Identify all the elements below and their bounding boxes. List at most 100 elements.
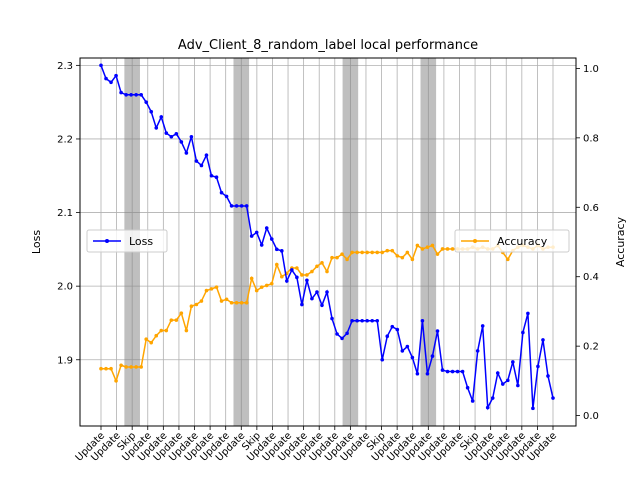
loss-point (149, 109, 154, 114)
loss-point (375, 318, 380, 323)
accuracy-point (420, 247, 425, 251)
loss-point (169, 134, 174, 139)
loss-point (521, 330, 525, 335)
accuracy-point (390, 248, 395, 253)
left-axis-ticks: 1.9 2.0 2.1 2.2 2.3 (57, 61, 80, 366)
loss-point (280, 249, 284, 253)
right-tick-label: 0.0 (583, 411, 599, 422)
loss-point (355, 318, 359, 323)
loss-point (209, 173, 214, 178)
accuracy-point (335, 255, 339, 260)
accuracy-point (435, 252, 440, 256)
accuracy-point (365, 250, 369, 255)
accuracy-point (249, 276, 254, 281)
loss-point (214, 175, 219, 180)
loss-point (380, 357, 385, 362)
loss-legend-marker (105, 239, 109, 243)
accuracy-point (445, 247, 450, 251)
loss-point (516, 383, 520, 388)
loss-point (420, 318, 425, 323)
accuracy-point (224, 297, 229, 302)
loss-point (104, 76, 108, 81)
accuracy-point (129, 365, 133, 369)
accuracy-point (159, 328, 164, 333)
loss-point (480, 324, 485, 328)
loss-point (139, 93, 143, 97)
accuracy-point (189, 304, 194, 309)
loss-legend-label: Loss (129, 235, 153, 248)
accuracy-point (340, 252, 344, 256)
left-tick-label: 2.3 (57, 61, 73, 72)
accuracy-point (154, 333, 159, 338)
loss-point (450, 369, 455, 374)
accuracy-point (194, 302, 199, 307)
loss-point (310, 296, 314, 301)
accuracy-legend-marker (473, 239, 477, 243)
accuracy-point (179, 311, 184, 315)
accuracy-point (274, 262, 279, 267)
loss-point (485, 405, 490, 410)
loss-point (164, 131, 169, 135)
loss-point (490, 396, 495, 400)
loss-point (320, 303, 324, 308)
accuracy-point (144, 337, 148, 342)
loss-point (350, 318, 354, 323)
loss-point (370, 318, 375, 323)
loss-point (541, 338, 545, 342)
right-tick-label: 1.0 (583, 64, 599, 75)
accuracy-point (355, 250, 359, 255)
left-tick-label: 2.1 (57, 208, 73, 219)
right-tick-label: 0.2 (583, 342, 599, 353)
accuracy-point (114, 379, 118, 383)
accuracy-point (450, 247, 455, 251)
loss-point (254, 230, 259, 235)
loss-point (204, 153, 209, 157)
accuracy-point (300, 273, 304, 277)
accuracy-point (315, 264, 319, 269)
loss-point (365, 318, 369, 323)
skip-band (342, 58, 359, 426)
accuracy-point (264, 283, 269, 288)
chart-title: Adv_Client_8_random_label local performa… (178, 38, 478, 53)
loss-point (360, 318, 364, 323)
loss-point (546, 374, 550, 378)
loss-point (224, 194, 229, 199)
accuracy-point (134, 365, 138, 369)
loss-point (154, 126, 159, 130)
loss-point (526, 311, 530, 316)
accuracy-point (440, 247, 445, 251)
accuracy-point (385, 248, 390, 253)
left-axis-label: Loss (30, 230, 43, 254)
accuracy-point (415, 243, 420, 248)
left-tick-label: 1.9 (57, 355, 73, 366)
loss-point (194, 159, 199, 163)
accuracy-point (269, 281, 274, 286)
accuracy-point (310, 269, 314, 274)
accuracy-point (149, 340, 154, 345)
accuracy-point (244, 300, 249, 305)
accuracy-point (104, 366, 108, 371)
loss-point (531, 406, 535, 411)
loss-point (129, 93, 133, 97)
loss-point (390, 324, 395, 329)
loss-point (395, 327, 400, 332)
loss-point (330, 316, 334, 321)
loss-point (455, 369, 460, 374)
accuracy-point (320, 261, 324, 265)
loss-point (184, 151, 189, 155)
loss-point (415, 371, 420, 376)
accuracy-point (214, 285, 219, 289)
loss-point (465, 385, 470, 390)
skip-band-layer (124, 58, 437, 426)
accuracy-point (259, 285, 264, 289)
x-axis-ticks: UpdateUpdateSkipUpdateUpdateUpdateUpdate… (74, 426, 559, 464)
accuracy-point (395, 254, 400, 258)
loss-point (410, 355, 415, 360)
legend-accuracy: Accuracy (454, 229, 570, 253)
left-tick-label: 2.0 (57, 282, 73, 293)
right-axis-ticks: 0.0 0.2 0.4 0.6 0.8 1.0 (576, 64, 599, 422)
accuracy-point (350, 250, 354, 255)
loss-point (159, 115, 164, 119)
loss-point (124, 93, 128, 97)
